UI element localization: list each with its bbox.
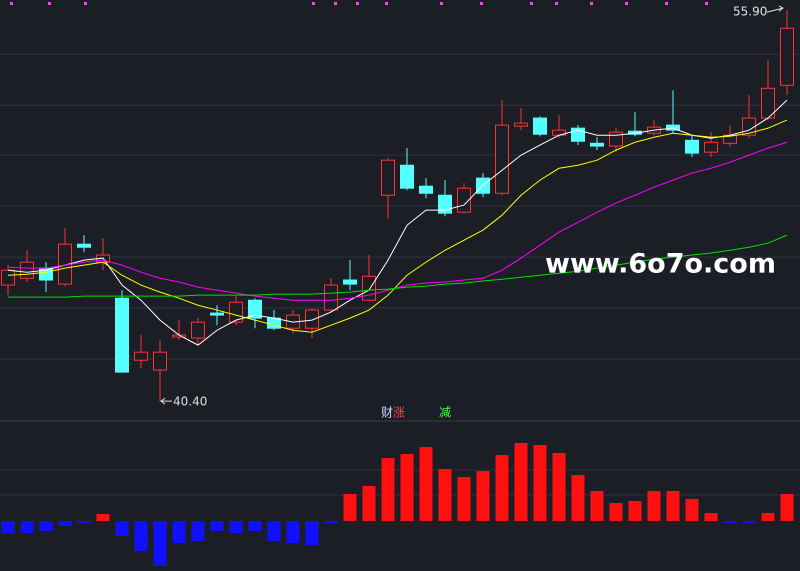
histogram-bar	[609, 503, 623, 521]
watermark: www.6o7o.com	[545, 249, 776, 280]
histogram-bar	[229, 521, 243, 533]
candle-body	[742, 117, 756, 136]
indicator-label: 减	[439, 406, 451, 420]
candle-body	[780, 27, 794, 86]
histogram-bar	[343, 494, 357, 521]
indicator-label: 涨	[393, 405, 405, 420]
histogram-bar	[210, 521, 224, 531]
histogram-bar	[723, 521, 737, 523]
histogram-bar	[20, 521, 34, 533]
ma-line	[8, 234, 788, 298]
histogram-bar	[400, 454, 414, 521]
candle-body	[115, 297, 129, 373]
histogram-bar	[533, 445, 547, 521]
histogram-bar	[191, 521, 205, 541]
histogram-bar	[286, 521, 300, 543]
top-dots	[10, 2, 708, 5]
candle-body	[400, 164, 414, 189]
histogram-bar	[571, 475, 585, 521]
candle-body	[590, 142, 604, 147]
histogram-bar	[305, 521, 319, 545]
histogram-bar	[685, 499, 699, 521]
candle-body	[362, 275, 376, 301]
histogram-bar	[115, 521, 129, 536]
histogram-bar	[96, 514, 110, 521]
candle-body	[77, 243, 91, 248]
histogram-bar	[552, 453, 566, 521]
histogram-bar	[666, 491, 680, 521]
candle-body	[153, 351, 167, 371]
candle-body	[20, 261, 34, 279]
candle-body	[438, 194, 452, 214]
candle-body	[343, 279, 357, 285]
histogram-bar	[514, 443, 528, 521]
histogram-bar	[153, 521, 167, 566]
candle-body	[248, 299, 262, 319]
ma-line	[7, 141, 788, 301]
histogram-bar	[324, 521, 338, 523]
low-arrow	[160, 397, 172, 405]
histogram-bar	[704, 513, 718, 521]
candle-body	[229, 301, 243, 323]
histogram-bar	[419, 447, 433, 521]
candle-body	[305, 309, 319, 329]
ma-line	[7, 99, 788, 346]
candle-body	[210, 312, 224, 316]
histogram-bar	[647, 491, 661, 521]
candle-body	[685, 139, 699, 154]
indicator-label: 财	[381, 406, 393, 420]
histogram-bar	[761, 513, 775, 521]
histogram-bar	[438, 469, 452, 521]
candle-body	[1, 269, 15, 286]
histogram-bar	[628, 501, 642, 521]
candle-body	[533, 117, 547, 135]
histogram-bar	[172, 521, 186, 543]
histogram-bar	[780, 494, 794, 521]
histogram-bar	[248, 521, 262, 531]
histogram-bar	[134, 521, 148, 551]
histogram-bar	[742, 521, 756, 523]
candle-body	[495, 124, 509, 194]
histogram-bar	[381, 458, 395, 521]
histogram-bar	[267, 521, 281, 541]
high-arrow	[766, 5, 784, 13]
high-label: 55.90	[733, 5, 767, 19]
histogram-bar	[457, 477, 471, 521]
candle-body	[324, 284, 338, 311]
histogram-bar	[476, 471, 490, 521]
candle-body	[381, 159, 395, 196]
histogram-bar	[58, 521, 72, 526]
histogram-bar	[495, 455, 509, 521]
histogram-bar	[590, 491, 604, 521]
candle-body	[666, 124, 680, 131]
candle-body	[514, 122, 528, 127]
candle-body	[419, 185, 433, 194]
candle-body	[704, 141, 718, 153]
histogram-bar	[39, 521, 53, 531]
histogram-bar	[77, 521, 91, 523]
histogram-bar	[1, 521, 15, 533]
ma-line	[7, 119, 788, 333]
low-label: 40.40	[173, 395, 207, 409]
histogram-bar	[362, 486, 376, 521]
candle-body	[134, 351, 148, 361]
candle-body	[191, 321, 205, 339]
